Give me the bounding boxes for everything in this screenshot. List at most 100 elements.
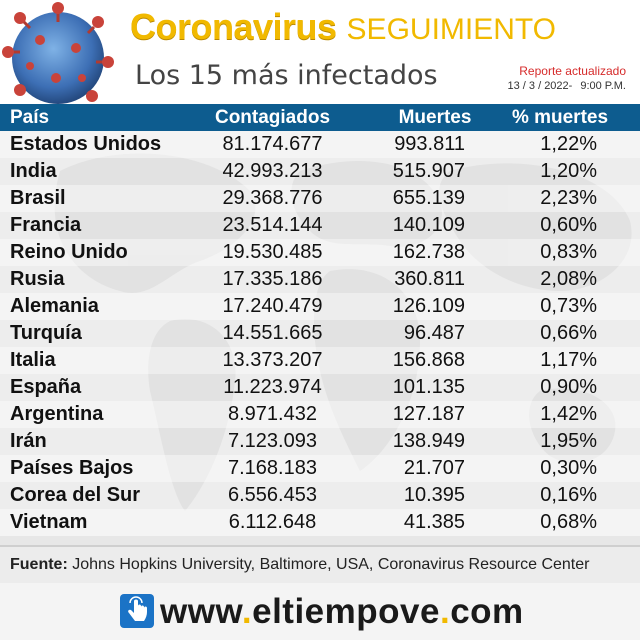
pct-cell: 0,16%	[540, 484, 597, 506]
deaths-cell: 138.949	[392, 430, 465, 452]
deaths-cell: 127.187	[392, 403, 465, 425]
pct-cell: 2,23%	[540, 187, 597, 209]
country-cell: Reino Unido	[10, 241, 128, 263]
table-row: Francia 23.514.144 140.109 0,60%	[0, 212, 640, 239]
country-cell: Francia	[10, 214, 82, 236]
header: Coronavirus SEGUIMIENTO Los 15 más infect…	[0, 0, 640, 104]
title-main: Coronavirus	[130, 6, 337, 47]
header-cases: Contagiados	[214, 107, 331, 128]
country-cell: Rusia	[10, 268, 65, 290]
pct-cell: 0,73%	[540, 295, 597, 317]
title-sub: SEGUIMIENTO	[346, 13, 557, 46]
pct-cell: 0,68%	[540, 511, 597, 533]
deaths-cell: 993.811	[394, 133, 465, 155]
cases-cell: 13.373.207	[222, 349, 323, 371]
website-link[interactable]: www.eltiempove.com	[160, 592, 524, 632]
table-row: Estados Unidos 81.174.677 993.811 1,22%	[0, 131, 640, 158]
deaths-cell: 515.907	[392, 160, 465, 182]
cases-cell: 7.123.093	[228, 430, 317, 452]
table-row: España 11.223.974 101.135 0,90%	[0, 374, 640, 401]
table-header: País Contagiados Muertes % muertes	[0, 104, 640, 131]
deaths-cell: 96.487	[403, 322, 465, 344]
country-cell: India	[10, 160, 57, 182]
pct-cell: 0,83%	[540, 241, 597, 263]
country-cell: Brasil	[10, 187, 66, 209]
country-cell: Estados Unidos	[10, 133, 162, 155]
virus-illustration-icon	[0, 0, 140, 104]
pct-cell: 0,60%	[540, 214, 597, 236]
cases-cell: 23.514.144	[222, 214, 323, 236]
deaths-cell: 21.707	[403, 457, 465, 479]
table-row: Turquía 14.551.665 96.487 0,66%	[0, 320, 640, 347]
url-name: eltiempove	[252, 592, 440, 631]
pct-cell: 0,30%	[540, 457, 597, 479]
pct-cell: 1,95%	[540, 430, 597, 452]
table-row: Argentina 8.971.432 127.187 1,42%	[0, 401, 640, 428]
table-row: India 42.993.213 515.907 1,20%	[0, 158, 640, 185]
cases-cell: 42.993.213	[222, 160, 323, 182]
report-info: Reporte actualizado 13 / 3 / 2022- 9:00 P…	[508, 64, 627, 92]
pct-cell: 0,66%	[540, 322, 597, 344]
hand-pointer-icon	[120, 594, 154, 628]
country-cell: Italia	[10, 349, 56, 371]
country-cell: Países Bajos	[10, 457, 134, 479]
cases-cell: 7.168.183	[228, 457, 317, 479]
report-time: 9:00 P.M.	[580, 80, 626, 92]
table-row: Irán 7.123.093 138.949 1,95%	[0, 428, 640, 455]
deaths-cell: 360.811	[394, 268, 465, 290]
cases-cell: 11.223.974	[223, 376, 322, 398]
subtitle: Los 15 más infectados	[135, 60, 438, 91]
cases-cell: 14.551.665	[222, 322, 323, 344]
deaths-cell: 162.738	[392, 241, 465, 263]
country-cell: Irán	[10, 430, 47, 452]
pct-cell: 1,22%	[540, 133, 597, 155]
cases-cell: 81.174.677	[222, 133, 323, 155]
report-label: Reporte actualizado	[519, 64, 626, 78]
brand-bar: www.eltiempove.com	[0, 583, 640, 640]
cases-cell: 8.971.432	[228, 403, 317, 425]
pct-cell: 0,90%	[540, 376, 597, 398]
page-title: Coronavirus SEGUIMIENTO	[130, 6, 556, 48]
cases-cell: 17.240.479	[222, 295, 323, 317]
country-cell: Turquía	[10, 322, 82, 344]
table-row: Alemania 17.240.479 126.109 0,73%	[0, 293, 640, 320]
table-row: Países Bajos 7.168.183 21.707 0,30%	[0, 455, 640, 482]
url-dot-2: .	[439, 592, 451, 631]
deaths-cell: 655.139	[392, 187, 465, 209]
table-body: Estados Unidos 81.174.677 993.811 1,22% Indi…	[0, 131, 640, 539]
country-cell: España	[10, 376, 82, 398]
cases-cell: 19.530.485	[222, 241, 323, 263]
table-row: Italia 13.373.207 156.868 1,17%	[0, 347, 640, 374]
pct-cell: 1,42%	[540, 403, 597, 425]
table-row: Reino Unido 19.530.485 162.738 0,83%	[0, 239, 640, 266]
table-row: Corea del Sur 6.556.453 10.395 0,16%	[0, 482, 640, 509]
country-cell: Vietnam	[10, 511, 88, 533]
country-cell: Argentina	[10, 403, 104, 425]
cases-cell: 6.556.453	[228, 484, 317, 506]
header-country: País	[10, 107, 50, 128]
table-rows: Estados Unidos 81.174.677 993.811 1,22% Indi…	[0, 131, 640, 536]
source-text: Johns Hopkins University, Baltimore, USA…	[72, 556, 590, 573]
header-pct: % muertes	[511, 107, 609, 128]
report-datetime: 13 / 3 / 2022- 9:00 P.M.	[508, 80, 627, 92]
source-label: Fuente:	[10, 556, 68, 573]
cases-cell: 17.335.186	[222, 268, 323, 290]
deaths-cell: 101.135	[392, 376, 465, 398]
source-footer: Fuente: Johns Hopkins University, Baltim…	[0, 545, 640, 585]
table-row: Rusia 17.335.186 360.811 2,08%	[0, 266, 640, 293]
url-tld: com	[450, 592, 524, 631]
report-date: 13 / 3 / 2022-	[507, 80, 573, 92]
deaths-cell: 10.395	[403, 484, 465, 506]
pct-cell: 1,17%	[540, 349, 597, 371]
cases-cell: 6.112.648	[228, 511, 317, 533]
header-deaths: Muertes	[398, 107, 472, 128]
pct-cell: 1,20%	[540, 160, 597, 182]
pct-cell: 2,08%	[540, 268, 597, 290]
deaths-cell: 126.109	[392, 295, 465, 317]
deaths-cell: 41.385	[403, 511, 465, 533]
country-cell: Corea del Sur	[10, 484, 141, 506]
country-cell: Alemania	[10, 295, 99, 317]
deaths-cell: 140.109	[392, 214, 465, 236]
url-dot-1: .	[241, 592, 253, 631]
url-www: www	[160, 592, 242, 631]
